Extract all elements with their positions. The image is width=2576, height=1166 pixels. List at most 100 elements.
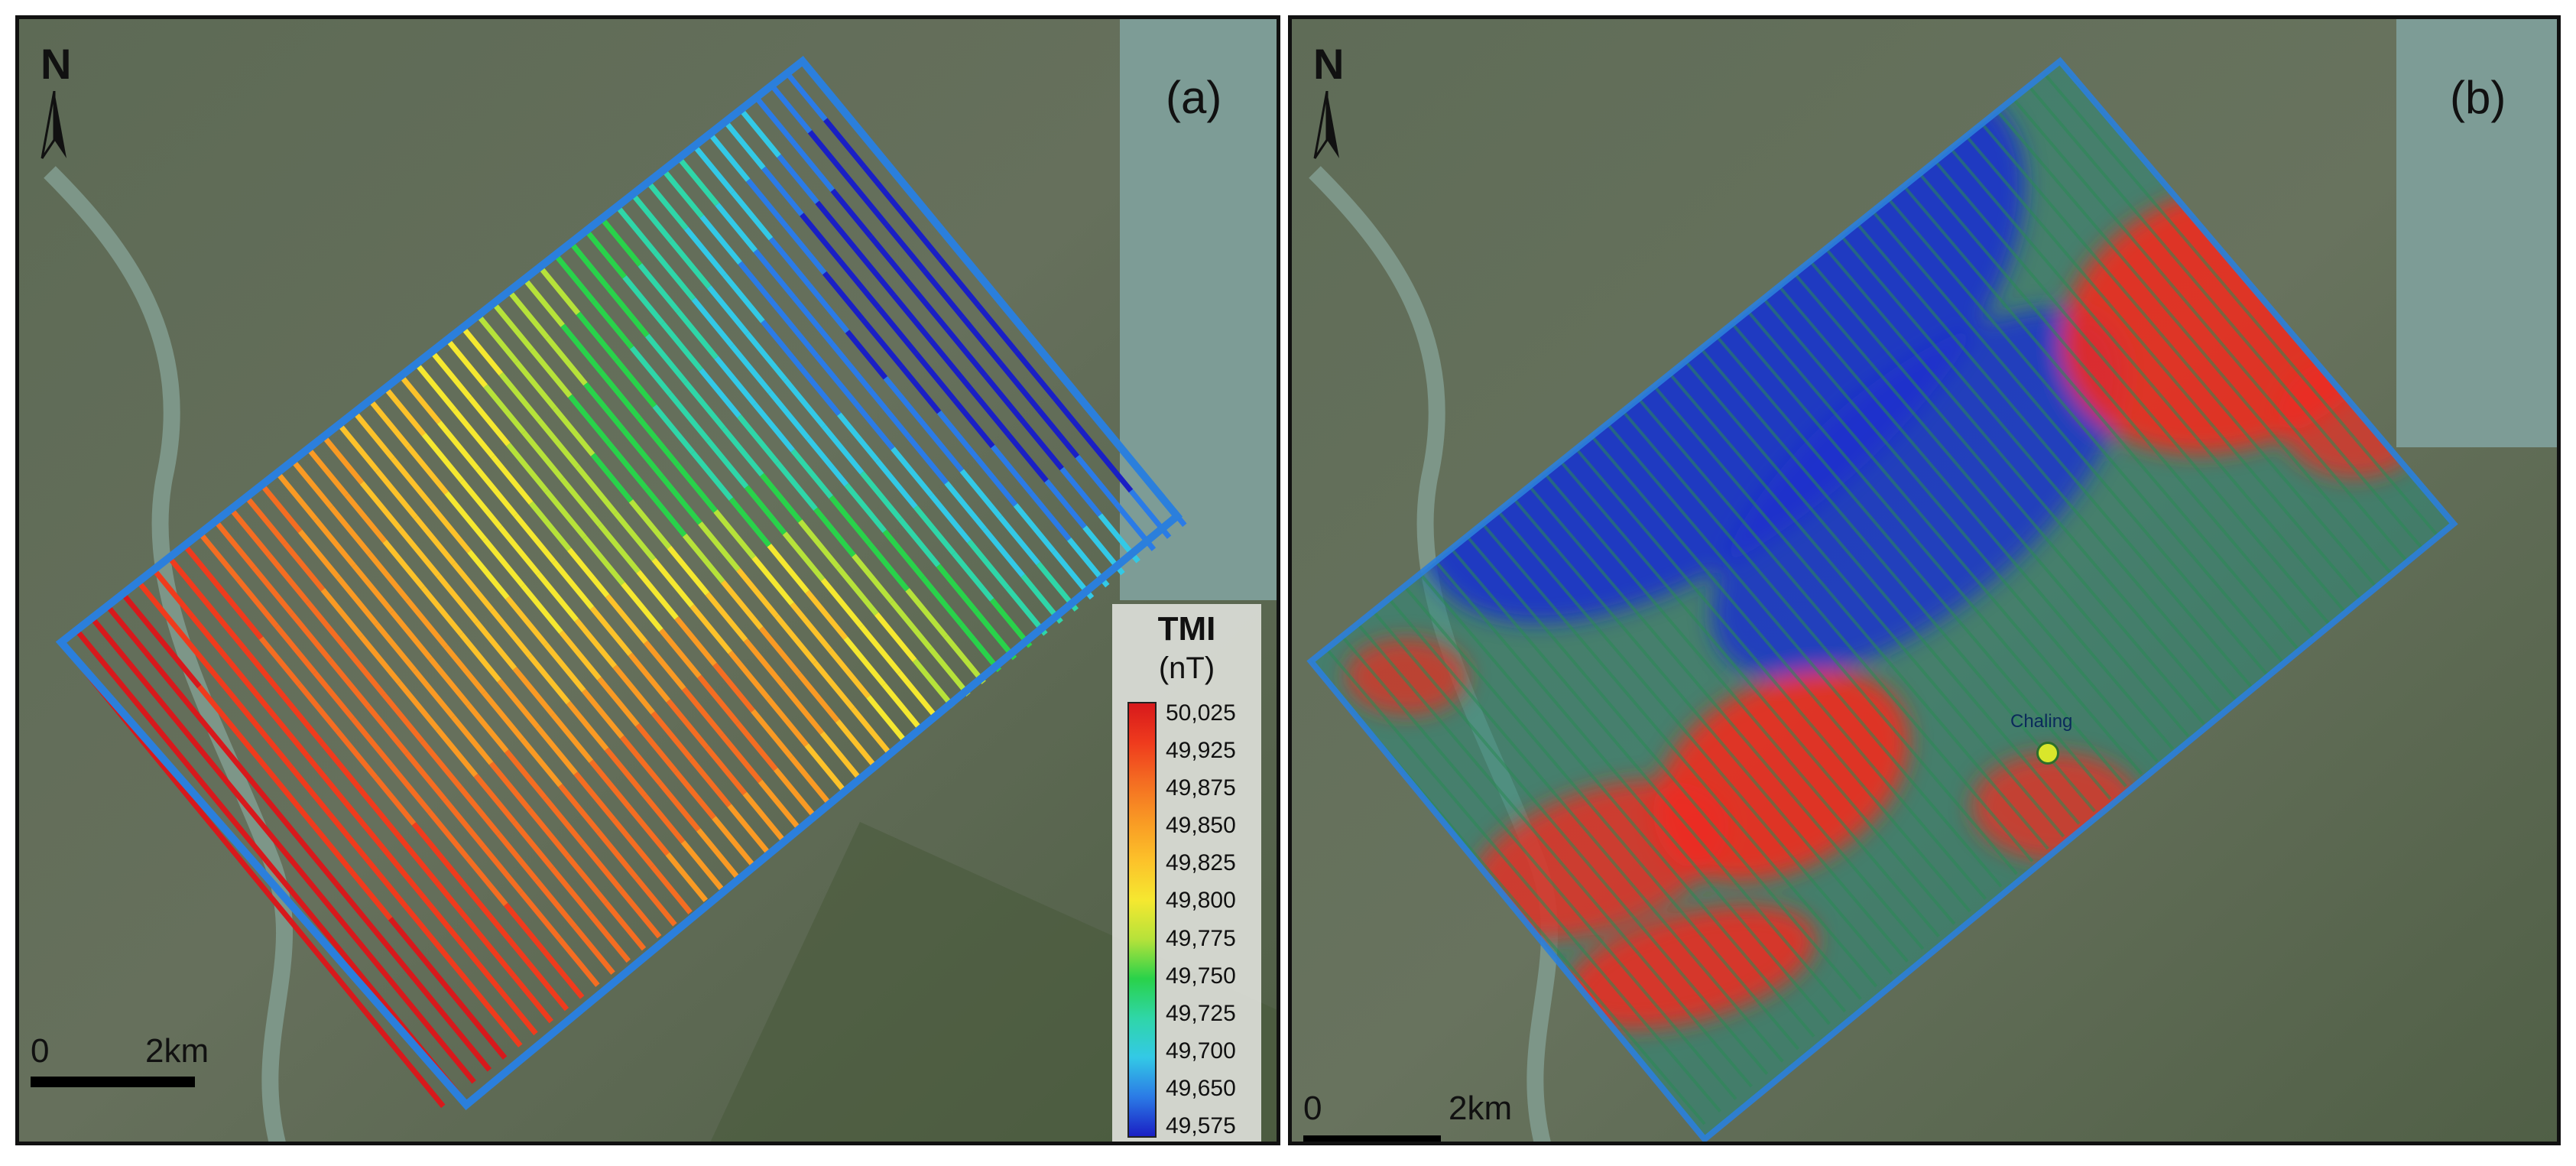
flight-line-segment [806,437,849,487]
flight-line [1356,622,1753,1088]
flight-line-segment [861,317,904,368]
flight-line-segment [599,216,643,267]
flight-line-segment [492,301,534,352]
flight-line-segment [735,721,778,771]
flight-line-segment [637,416,680,467]
flight-line-segment [653,251,696,301]
flight-line-segment [728,497,772,547]
flight-line-segment [306,447,349,497]
scale-distance-a: 2km [145,1032,209,1070]
flight-line-segment [219,743,263,794]
flight-line-segment [296,836,339,886]
panel-label-b: (b) [2450,72,2506,123]
flight-line-segment [621,428,664,479]
flight-line-segment [835,566,879,616]
flight-line-segment [713,509,756,560]
flight-line-segment [589,759,632,810]
flight-line [1793,272,2190,738]
flight-line-segment [250,872,293,923]
flight-line [1450,547,1847,1013]
flight-line-segment [603,901,647,951]
flight-line-segment [761,320,803,370]
flight-line [1559,460,1956,925]
flight-line-segment [460,326,504,376]
flight-line-segment [754,96,797,146]
flight-line-segment [569,241,612,291]
flight-line-segment [389,763,432,814]
flight-line-segment [751,709,793,759]
flight-line-segment [449,868,493,919]
flight-line-segment [358,788,401,838]
flight-line-segment [583,382,626,433]
flight-line-segment [274,778,316,828]
flight-line-segment [381,846,423,897]
flight-line-segment [581,842,624,892]
flight-line-segment [406,444,449,495]
flight-line-segment [727,804,770,854]
flight-line-segment [265,860,308,911]
flight-line-segment [420,586,464,636]
flight-line-segment [851,706,894,757]
flight-line-segment [373,775,417,826]
north-arrow-a: N [31,39,85,161]
flight-line-segment [534,879,577,929]
flight-line-segment [227,814,270,864]
flight-line-segment [537,265,581,316]
flight-line-segment [74,628,117,679]
flight-line-segment [573,771,616,822]
place-marker-chaling [2036,742,2059,765]
flight-line-segment [620,735,663,785]
legend-tick-label: 49,850 [1166,813,1236,839]
legend-tick-label: 49,875 [1166,775,1236,801]
flight-line-segment [473,773,517,824]
flight-line-segment [868,388,910,439]
flight-line-segment [777,154,819,204]
flight-line-segment [514,359,557,411]
flight-line-segment [604,747,647,797]
satellite-basemap-a [19,19,1277,1142]
flight-line-segment [1059,466,1102,517]
flight-line-segment [420,739,462,790]
flight-line-segment [421,432,465,483]
flight-line-segment [729,343,773,395]
flight-line-segment [553,253,596,304]
flight-line-segment [618,888,662,939]
flight-line-segment [845,330,888,380]
survey-lines-b [1311,61,2454,1125]
flight-line [1575,447,1971,913]
flight-line-segment [738,108,781,158]
flight-line-segment [745,178,789,229]
flight-line-segment [838,258,881,310]
flight-line-segment [558,784,601,834]
flight-line-segment [480,997,523,1047]
flight-line-segment [920,576,964,626]
flight-line [1918,172,2315,638]
flight-line-segment [381,693,424,743]
flight-line-segment [258,790,301,840]
flight-line-segment [290,459,333,509]
flight-line-segment [474,620,517,671]
legend-tick-label: 49,825 [1166,850,1236,876]
flight-line-segment [781,684,825,735]
flight-line-segment [659,628,702,679]
flight-line-segment [876,305,919,356]
flight-line-segment [151,567,194,618]
flight-line-segment [706,438,749,489]
flight-line-segment [1006,432,1049,483]
flight-line-segment [182,544,225,594]
flight-line-segment [612,817,654,869]
flight-line-segment [482,690,524,741]
flight-line-segment [975,456,1018,507]
flight-line-segment [666,699,709,749]
flight-line-segment [427,810,470,860]
flight-line-segment [591,299,634,349]
flight-line [2043,73,2440,538]
flight-line-segment [615,204,658,255]
flight-line-segment [761,166,804,216]
flight-line-segment [304,753,347,804]
flight-line-segment [875,459,918,509]
flight-line-segment [365,1012,407,1062]
flight-line [1809,260,2205,725]
flight-line-segment [967,539,1010,589]
flight-line-segment [634,876,677,927]
